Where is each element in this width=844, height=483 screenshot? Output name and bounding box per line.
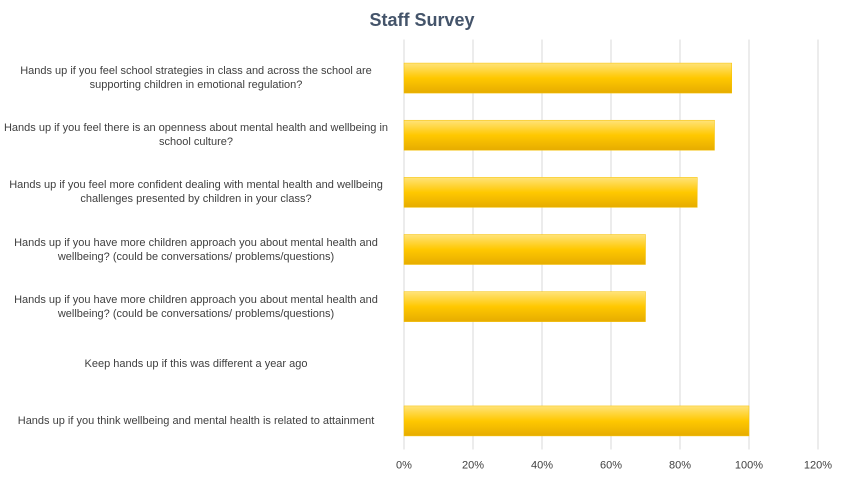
y-tick-label: Hands up if you think wellbeing and ment… — [17, 414, 375, 427]
y-tick-label: Hands up if you feel more confident deal… — [9, 179, 383, 206]
x-tick-label: 20% — [462, 459, 484, 471]
x-tick-label: 120% — [804, 459, 832, 471]
y-tick-label: Hands up if you have more children appro… — [14, 293, 378, 320]
bar — [403, 291, 646, 322]
x-tick-label: 80% — [669, 459, 691, 471]
y-tick-label: Hands up if you feel school strategies i… — [20, 65, 372, 92]
x-tick-label: 60% — [600, 459, 622, 471]
bar — [403, 119, 715, 151]
x-tick-label: 40% — [531, 459, 553, 471]
bar — [403, 177, 698, 208]
x-tick-label: 100% — [735, 459, 763, 471]
bar — [403, 234, 646, 265]
bar — [403, 405, 750, 437]
x-tick-label: 0% — [396, 459, 412, 471]
y-tick-label: Hands up if you have more children appro… — [14, 236, 378, 263]
chart-title: Staff Survey — [369, 10, 474, 30]
y-tick-label: Keep hands up if this was different a ye… — [84, 357, 308, 370]
y-tick-label: Hands up if you feel there is an opennes… — [3, 122, 389, 149]
bar — [403, 62, 732, 94]
